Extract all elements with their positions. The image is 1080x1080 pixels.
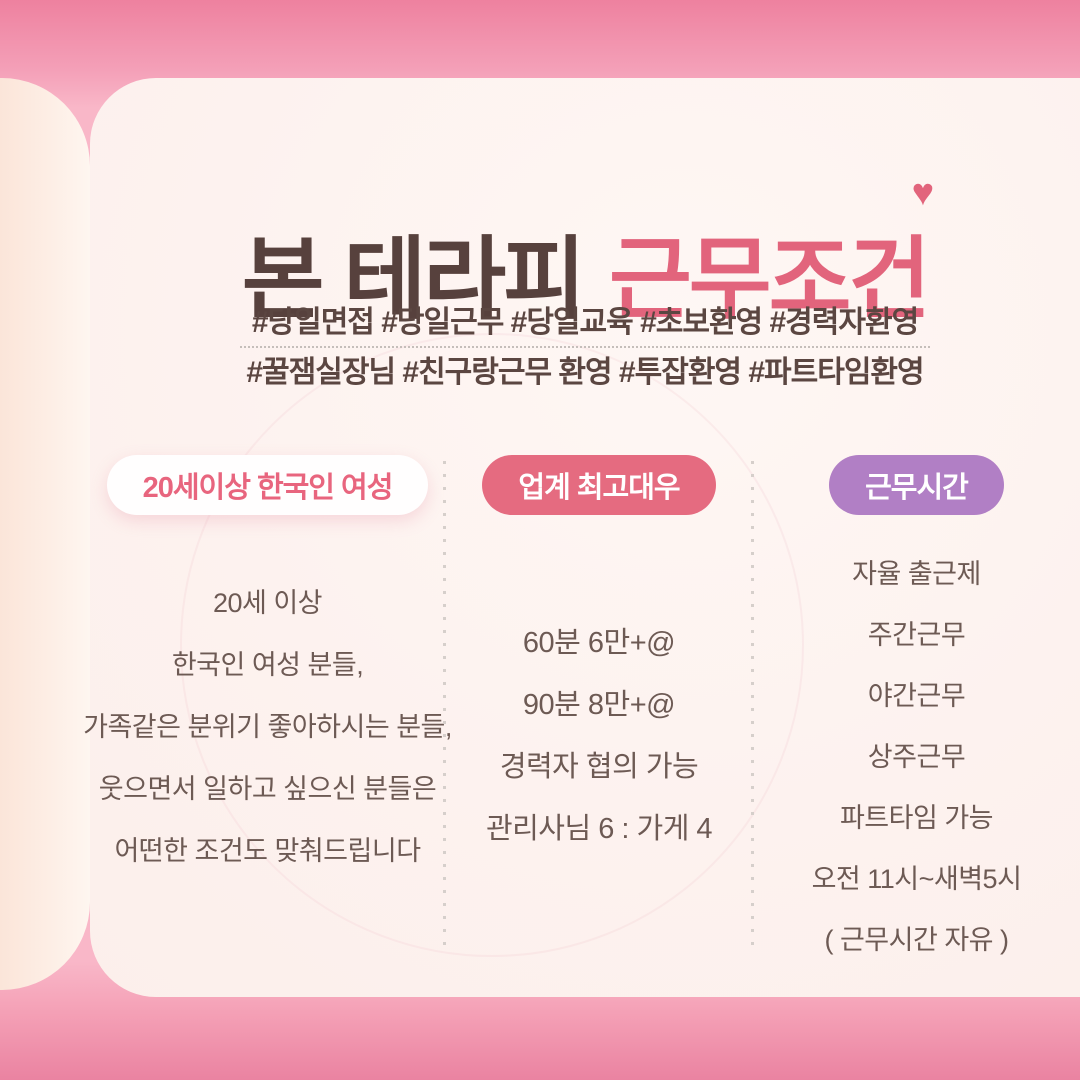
hashtag-line-1: #당일면접 #당일근무 #당일교육 #초보환영 #경력자환영 — [251, 306, 919, 339]
dotted-separator — [443, 461, 446, 953]
detail-line: 파트타임 가능 — [839, 803, 994, 833]
detail-line: 야간근무 — [867, 681, 966, 711]
title-accent: 근무조건 ♥ — [609, 174, 934, 336]
hours-list: 자율 출근제 주간근무 야간근무 상주근무 파트타임 가능 오전 11시~새벽5… — [812, 544, 1022, 971]
pay-list: 60분 6만+@ 90분 8만+@ 경력자 협의 가능 관리사님 6 : 가게 … — [485, 612, 713, 860]
pill-applicants: 20세이상 한국인 여성 — [106, 455, 429, 515]
detail-line: 90분 8만+@ — [522, 689, 676, 721]
heart-icon: ♥ — [911, 172, 935, 214]
column-applicants: 20세이상 한국인 여성 20세 이상 한국인 여성 분들, 가족같은 분위기 … — [83, 455, 452, 953]
info-columns: 20세이상 한국인 여성 20세 이상 한국인 여성 분들, 가족같은 분위기 … — [83, 455, 1080, 971]
title-accent-text: 근무조건 — [609, 230, 931, 330]
detail-line: 주간근무 — [867, 620, 966, 650]
detail-line: 20세 이상 — [212, 588, 323, 618]
detail-line: 자율 출근제 — [852, 559, 981, 589]
pill-hours: 근무시간 — [829, 455, 1004, 515]
content-card: 본 테라피 근무조건 ♥ #당일면접 #당일근무 #당일교육 #초보환영 #경력자환… — [83, 78, 1080, 997]
detail-line: ( 근무시간 자유 ) — [824, 925, 1009, 955]
detail-line: 경력자 협의 가능 — [499, 751, 699, 783]
detail-line: 관리사님 6 : 가게 4 — [485, 813, 713, 845]
detail-line: 오전 11시~새벽5시 — [811, 864, 1022, 894]
pill-pay: 업계 최고대우 — [482, 455, 716, 515]
book-page-left — [0, 78, 90, 990]
detail-line: 상주근무 — [867, 742, 966, 772]
column-hours: 근무시간 자율 출근제 주간근무 야간근무 상주근무 파트타임 가능 오전 11… — [753, 455, 1080, 971]
detail-line: 웃으면서 일하고 싶으신 분들은 — [98, 774, 437, 804]
column-pay: 업계 최고대우 60분 6만+@ 90분 8만+@ 경력자 협의 가능 관리사님… — [445, 455, 754, 953]
detail-line: 한국인 여성 분들, — [171, 650, 364, 680]
title-main: 본 테라피 — [241, 230, 586, 330]
page-title: 본 테라피 근무조건 ♥ — [90, 174, 1080, 336]
hashtag-block: #당일면접 #당일근무 #당일교육 #초보환영 #경력자환영 #꿀잼실장님 #친… — [90, 300, 1080, 390]
hashtag-line-2: #꿀잼실장님 #친구랑근무 환영 #투잡환영 #파트타임환영 — [240, 346, 930, 390]
applicants-list: 20세 이상 한국인 여성 분들, 가족같은 분위기 좋아하시는 분들, 웃으면… — [83, 572, 452, 882]
detail-line: 60분 6만+@ — [522, 627, 676, 659]
detail-line: 어떤한 조건도 맞춰드립니다 — [114, 836, 421, 866]
detail-line: 가족같은 분위기 좋아하시는 분들, — [83, 712, 452, 742]
dotted-separator — [751, 461, 754, 953]
